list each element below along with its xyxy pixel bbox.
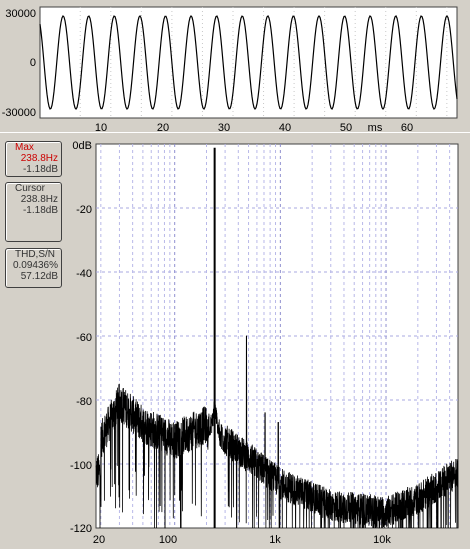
sn-value: 57.12dB (20, 271, 58, 282)
spectrum-line (95, 335, 459, 529)
spec-y-tick-80: -80 (76, 396, 92, 408)
spectrum-chart: 0dB -20 -40 -60 -80 -100 -120 20 100 1k … (70, 140, 459, 546)
spec-x-tick-20: 20 (93, 534, 105, 546)
spec-y-tick-20: -20 (76, 204, 92, 216)
waveform-panel: 30000 0 -30000 10 20 30 40 50 ms 60 (0, 0, 470, 134)
wave-y-tick-zero: 0 (30, 57, 36, 69)
spec-y-tick-0: 0dB (72, 140, 92, 152)
wave-x-tick-40: 40 (279, 122, 291, 134)
spec-x-tick-10k: 10k (373, 534, 391, 546)
spec-x-tick-1k: 1k (269, 534, 281, 546)
spec-y-tick-100: -100 (70, 460, 92, 472)
spec-y-tick-40: -40 (76, 268, 92, 280)
spectrum-panel: Max 238.8Hz -1.18dB Cursor 238.8Hz -1.18… (0, 136, 470, 549)
thd-label: THD,S/N (15, 249, 55, 260)
cursor-level: -1.18dB (22, 205, 58, 216)
spec-y-tick-60: -60 (76, 332, 92, 344)
max-frequency: 238.8Hz (20, 153, 58, 164)
wave-x-unit: ms (368, 122, 383, 134)
thd-readout: THD,S/N 0.09436% 57.12dB (5, 248, 62, 288)
cursor-label: Cursor (15, 183, 46, 194)
wave-x-tick-20: 20 (157, 122, 169, 134)
max-level: -1.18dB (22, 164, 58, 175)
wave-y-tick-top: 30000 (5, 8, 36, 20)
wave-x-tick-60: 60 (401, 122, 413, 134)
max-label: Max (15, 142, 34, 153)
max-readout: Max 238.8Hz -1.18dB (5, 141, 62, 177)
cursor-frequency: 238.8Hz (20, 194, 58, 205)
wave-y-tick-bottom: -30000 (2, 107, 36, 119)
waveform-line (39, 14, 458, 111)
cursor-readout: Cursor 238.8Hz -1.18dB (5, 182, 62, 242)
spec-y-tick-120: -120 (70, 523, 92, 535)
wave-x-tick-10: 10 (95, 122, 107, 134)
spec-x-tick-100: 100 (159, 534, 177, 546)
wave-x-tick-50: 50 (340, 122, 352, 134)
waveform-chart[interactable]: 30000 0 -30000 10 20 30 40 50 ms 60 (0, 0, 470, 134)
thd-value: 0.09436% (12, 260, 58, 271)
wave-x-tick-30: 30 (218, 122, 230, 134)
